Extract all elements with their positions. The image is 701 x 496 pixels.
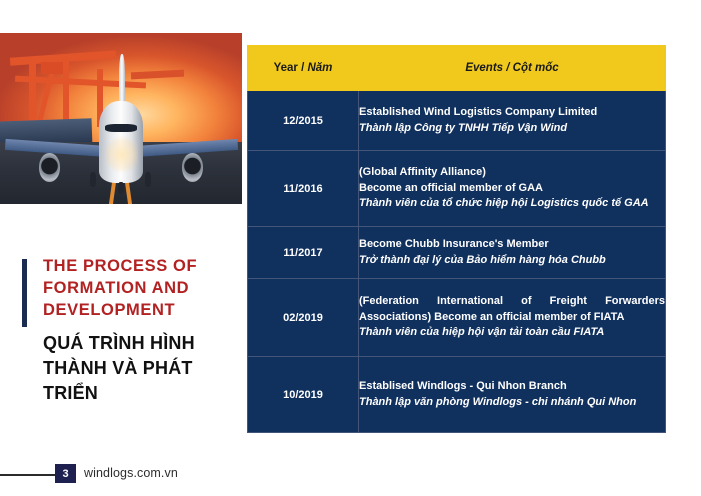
event-text-english: (Federation International of Freight For… — [359, 295, 665, 323]
photo-landing-gear — [89, 171, 96, 187]
photo-landing-gear — [117, 181, 124, 194]
photo-sun-glow — [106, 135, 138, 174]
site-url-label: windlogs.com.vn — [84, 466, 178, 480]
photo-plane-engine — [181, 152, 204, 182]
table-row: 12/2015 Established Wind Logistics Compan… — [247, 90, 666, 151]
table-row: 11/2016 (Global Affinity Alliance) Become … — [247, 150, 666, 227]
event-text-vietnamese: Thành viên của tổ chức hiệp hội Logistic… — [359, 197, 649, 210]
cell-year: 11/2017 — [247, 226, 359, 279]
table-header-row: Year / Năm Events / Cột mốc — [247, 45, 666, 91]
event-text-vietnamese: Thành viên của hiệp hội vận tải toàn cầu… — [359, 326, 605, 339]
photo-crane-leg — [62, 60, 70, 129]
cell-year: 12/2015 — [247, 90, 359, 151]
photo-crane-leg — [29, 56, 37, 129]
photo-crane-leg — [96, 68, 103, 128]
table-header: Year / Năm Events / Cột mốc — [247, 45, 666, 91]
event-text-vietnamese: Thành lập Công ty TNHH Tiếp Vận Wind — [359, 121, 568, 134]
cell-event: Become Chubb Insurance's Member Trở thành… — [358, 226, 666, 279]
photo-crane-cab — [41, 62, 63, 75]
event-text-vietnamese: Thành lập văn phòng Windlogs - chi nhánh… — [359, 395, 637, 408]
cell-year: 10/2019 — [247, 356, 359, 433]
title-accent-bar — [22, 259, 27, 327]
table-row: 02/2019 (Federation International of Frei… — [247, 278, 666, 357]
event-text-english: Become an official member of GAA — [359, 181, 543, 194]
hero-photo-airplane-port — [0, 33, 242, 204]
page-title-english: THE PROCESS OF FORMATION AND DEVELOPMENT — [43, 257, 198, 319]
event-text-vietnamese: Trở thành đại lý của Bảo hiểm hàng hóa C… — [359, 253, 606, 266]
cell-event: Established Wind Logistics Company Limit… — [358, 90, 666, 151]
photo-plane-cockpit — [105, 123, 137, 133]
event-text-english: Established Wind Logistics Company Limit… — [359, 106, 598, 118]
event-text-english: (Global Affinity Alliance) — [359, 166, 486, 179]
cell-event: Establised Windlogs - Qui Nhon Branch Thà… — [358, 356, 666, 433]
photo-landing-gear — [145, 171, 152, 187]
timeline-table: Year / Năm Events / Cột mốc 12/2015 Estab… — [247, 45, 666, 433]
table-row: 11/2017 Become Chubb Insurance's Member Tr… — [247, 226, 666, 279]
photo-plane-engine — [38, 152, 61, 182]
footer-rule — [0, 474, 57, 476]
column-header-events: Events / Cột mốc — [358, 45, 666, 91]
photo-plane-tail — [118, 53, 125, 112]
cell-year: 02/2019 — [247, 278, 359, 357]
column-header-year-vi: Năm — [307, 62, 333, 74]
page-title-vietnamese: QUÁ TRÌNH HÌNH THÀNH VÀ PHÁT TRIỂN — [43, 333, 195, 403]
column-header-year: Year / Năm — [247, 45, 359, 91]
page-number-badge: 3 — [55, 464, 76, 483]
column-header-year-en: Year / — [273, 62, 308, 74]
cell-event: (Federation International of Freight For… — [358, 278, 666, 357]
cell-event: (Global Affinity Alliance) Become an offi… — [358, 150, 666, 227]
event-text-english: Establised Windlogs - Qui Nhon Branch — [359, 380, 567, 392]
event-text-english: Become Chubb Insurance's Member — [359, 238, 549, 250]
table-row: 10/2019 Establised Windlogs - Qui Nhon Br… — [247, 356, 666, 433]
table-body: 12/2015 Established Wind Logistics Compan… — [247, 90, 666, 433]
column-header-events-label: Events / Cột mốc — [465, 62, 559, 74]
cell-year: 11/2016 — [247, 150, 359, 227]
